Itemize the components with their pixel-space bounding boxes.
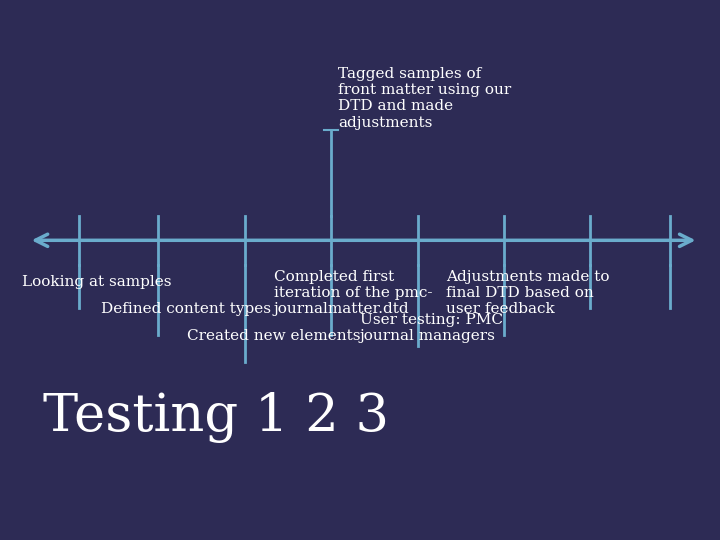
Text: Completed first
iteration of the pmc-
journalmatter.dtd: Completed first iteration of the pmc- jo… <box>274 270 432 316</box>
Text: User testing: PMC
journal managers: User testing: PMC journal managers <box>360 313 503 343</box>
Text: Looking at samples: Looking at samples <box>22 275 171 289</box>
Text: Defined content types: Defined content types <box>101 302 271 316</box>
Text: Tagged samples of
front matter using our
DTD and made
adjustments: Tagged samples of front matter using our… <box>338 67 512 130</box>
Text: Testing 1 2 3: Testing 1 2 3 <box>43 392 390 443</box>
Text: Adjustments made to
final DTD based on
user feedback: Adjustments made to final DTD based on u… <box>446 270 610 316</box>
Text: Created new elements: Created new elements <box>187 329 361 343</box>
